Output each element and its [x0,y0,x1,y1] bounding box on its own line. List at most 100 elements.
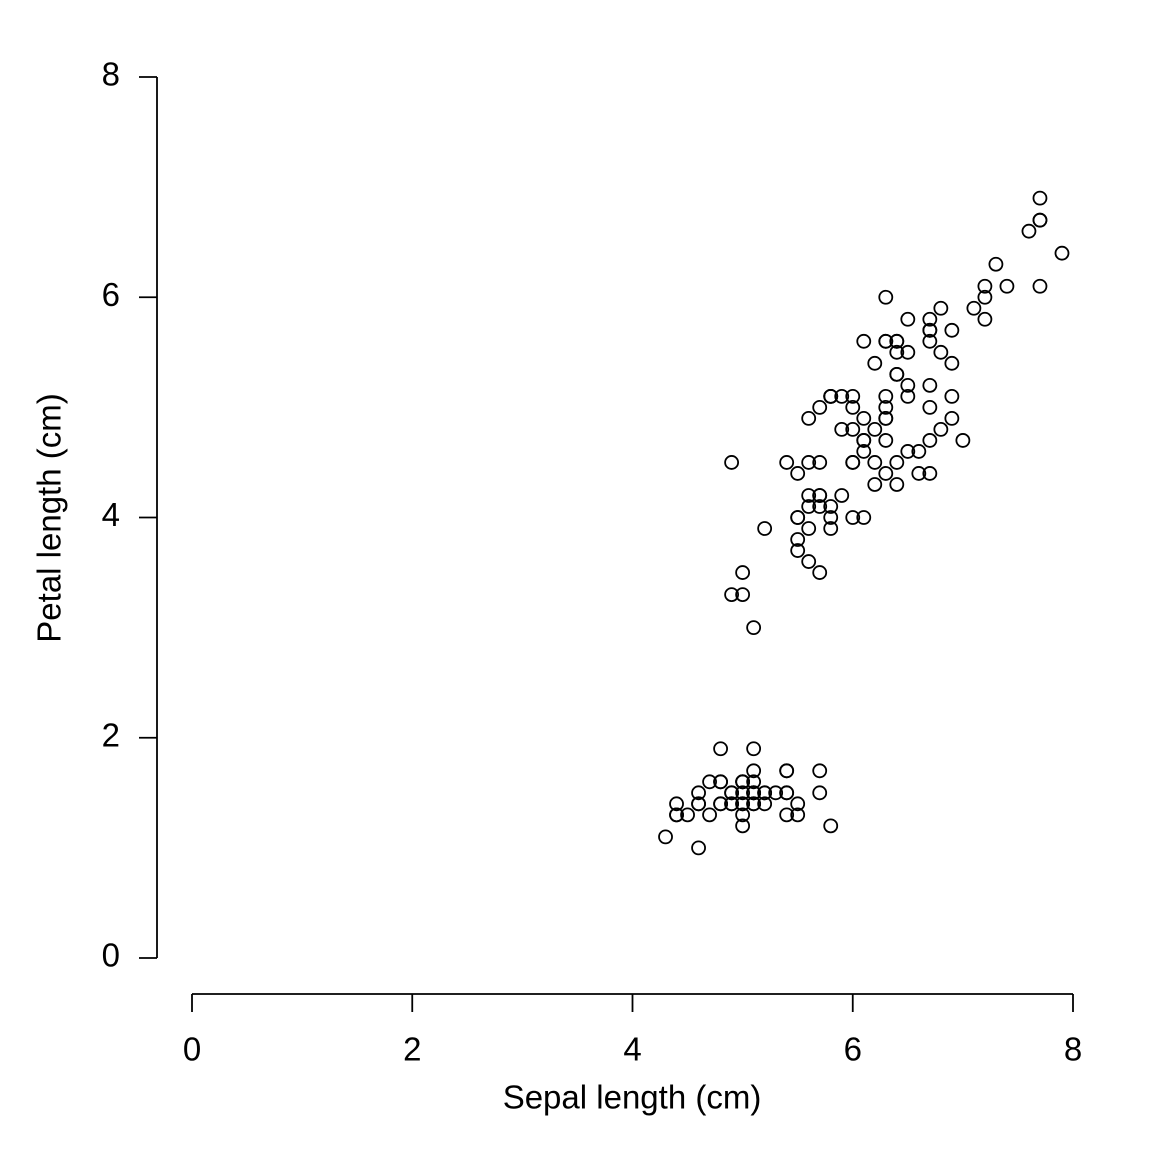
point [944,322,960,338]
point [757,521,773,536]
point [746,620,762,636]
point [790,466,806,481]
point [724,785,740,801]
point [790,543,806,558]
point [735,785,751,801]
point [691,785,706,801]
point [757,785,773,801]
y-axis-label: Petal length (cm) [31,393,68,642]
point [658,829,673,845]
point [878,466,894,481]
point [845,455,861,470]
point [900,377,916,393]
point [779,455,795,470]
point [922,322,938,338]
point [977,311,993,327]
point [878,410,894,426]
point [790,510,806,525]
point [779,785,795,801]
point [867,421,883,437]
point [834,488,850,503]
point [669,796,684,812]
point [900,444,916,459]
point [823,388,839,404]
point [812,785,828,801]
point [834,421,850,437]
x-tick-label: 4 [623,1031,641,1068]
point [735,774,751,790]
point [878,388,894,404]
point [878,333,894,349]
point [878,433,894,448]
point [757,796,773,812]
point [977,289,993,305]
point [944,355,960,371]
point [746,796,762,812]
point [735,796,751,812]
point [812,455,828,470]
point [878,289,894,305]
point [1021,223,1037,239]
point [999,278,1015,294]
point [724,796,740,812]
point [724,587,740,602]
point [812,399,828,415]
point [922,433,938,448]
point [889,366,905,382]
point [911,444,927,459]
point [812,763,828,779]
point [1032,278,1048,294]
point [691,840,706,856]
y-tick-label: 6 [102,276,120,313]
point [845,388,861,404]
point [801,488,817,503]
point [878,399,894,415]
point [713,796,728,812]
point [856,410,872,426]
point [812,499,828,514]
point [713,774,728,790]
x-tick-label: 2 [403,1031,421,1068]
point [834,388,850,404]
x-tick-label: 0 [183,1031,201,1068]
point [933,300,949,316]
point [801,521,817,536]
point [790,807,806,823]
point [801,455,817,470]
point [900,388,916,404]
point [988,256,1004,272]
point [680,807,695,823]
point [746,763,762,779]
point [823,499,839,514]
point [922,377,938,393]
point [746,774,762,790]
point [713,741,728,757]
x-tick-label: 8 [1064,1031,1082,1068]
point [867,455,883,470]
point [669,807,684,823]
point [889,455,905,470]
point [1032,212,1048,228]
point [768,785,784,801]
point [735,565,751,580]
point [779,763,795,779]
point [856,510,872,525]
point [856,333,872,349]
point [889,477,905,492]
point [702,807,717,823]
point [702,774,717,790]
point [823,818,839,834]
point [922,333,938,349]
y-tick-label: 0 [102,937,120,974]
point [889,344,905,360]
x-axis-label: Sepal length (cm) [503,1079,762,1116]
point [790,796,806,812]
point [922,466,938,481]
point [922,311,938,327]
point [801,499,817,514]
point [867,477,883,492]
point [977,278,993,294]
point [944,388,960,404]
point [889,333,905,349]
